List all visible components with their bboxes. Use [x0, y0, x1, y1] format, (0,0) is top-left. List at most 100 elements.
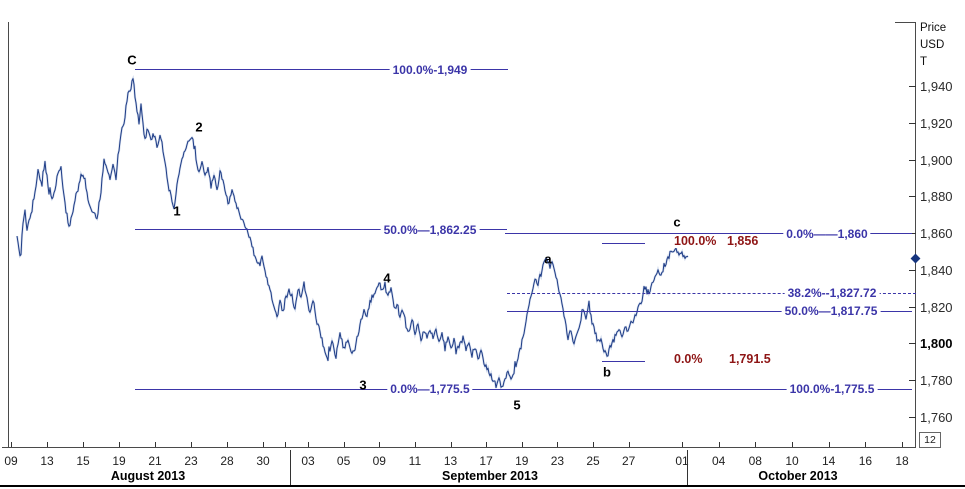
date-label: 04 [712, 454, 726, 468]
fib-label: 100.0%-1,949 [389, 62, 471, 77]
price-tick-label: 1,940 [920, 79, 953, 94]
last-price-marker [910, 253, 921, 264]
date-label: 08 [748, 454, 762, 468]
date-label: 11 [408, 454, 422, 468]
date-label: 19 [112, 454, 126, 468]
wave-label-c: c [673, 214, 681, 230]
date-label: 23 [550, 454, 565, 468]
date-label: 09 [372, 454, 386, 468]
price-axis-title-line3: T [920, 56, 928, 68]
price-tick [909, 270, 916, 271]
price-tick [909, 86, 916, 87]
wave-label-4: 4 [383, 270, 391, 286]
month-label: October 2013 [758, 469, 838, 483]
bottom-border [0, 485, 965, 487]
date-tick [718, 442, 720, 447]
month-label: August 2013 [110, 469, 186, 483]
price-tick-label: 1,840 [920, 263, 953, 278]
wave-label-1: 1 [173, 203, 181, 219]
date-tick [83, 442, 84, 447]
date-tick [521, 442, 523, 447]
date-tick [593, 442, 594, 447]
price-tick-label: 1,800 [920, 336, 953, 351]
date-label: 25 [586, 454, 600, 468]
date-tick [682, 442, 683, 447]
date-tick [227, 442, 228, 447]
price-tick-label: 1,780 [920, 373, 953, 388]
date-tick [902, 442, 903, 447]
red-fib-pct-label: 0.0% [672, 352, 705, 367]
fib-label: 50.0%—1,817.75 [781, 304, 881, 319]
bottom-axis-line [2, 447, 916, 448]
date-tick [379, 442, 381, 447]
left-axis-line [8, 22, 9, 448]
wave-label-2: 2 [195, 119, 203, 135]
price-tick [909, 343, 916, 344]
wave-label-5: 5 [513, 397, 521, 413]
wave-label-b: b [603, 364, 611, 380]
fib-line [135, 69, 508, 71]
date-tick [486, 442, 488, 447]
price-tick [909, 233, 916, 234]
fib-label: 38.2%--1,827.72 [784, 286, 880, 300]
chart-shift-box: 12 [919, 432, 941, 448]
date-tick [343, 442, 345, 447]
date-tick [755, 442, 757, 447]
date-tick [263, 442, 264, 447]
month-separator [687, 450, 688, 485]
date-label: 19 [515, 454, 529, 468]
date-label: 03 [301, 454, 315, 468]
red-fib-price-label: 1,791.5 [727, 352, 773, 367]
wave-label-3: 3 [359, 377, 367, 393]
date-tick [47, 442, 48, 447]
month-separator [290, 450, 291, 485]
date-label: 01 [675, 454, 689, 468]
red-level-marker-line [602, 361, 645, 363]
date-tick [450, 442, 452, 447]
red-fib-price-label: 1,856 [725, 233, 761, 248]
price-tick [909, 380, 916, 381]
date-label: 27 [622, 454, 636, 468]
date-label: 09 [4, 454, 18, 468]
date-label: 21 [148, 454, 162, 468]
date-tick [557, 442, 559, 447]
date-label: 10 [785, 454, 799, 468]
price-tick [909, 307, 916, 308]
date-tick [792, 442, 793, 447]
fib-line [507, 310, 912, 312]
date-tick [191, 442, 192, 447]
date-label: 28 [220, 454, 234, 468]
red-level-marker-line [602, 242, 645, 244]
date-label: 13 [40, 454, 54, 468]
fib-label: 0.0%——1,860 [783, 226, 871, 241]
date-tick [628, 442, 630, 447]
price-tick [909, 160, 916, 161]
price-series [16, 78, 689, 389]
right-axis-line [915, 22, 916, 448]
date-tick [414, 442, 416, 447]
date-tick [828, 442, 830, 447]
price-tick-label: 1,900 [920, 153, 953, 168]
fib-label: 0.0%—1,775.5 [387, 382, 473, 396]
date-tick [119, 442, 120, 447]
fib-label: 100.0%-1,775.5 [786, 382, 878, 396]
date-label: 16 [858, 454, 873, 468]
price-tick-label: 1,860 [920, 226, 953, 241]
price-tick [909, 123, 916, 124]
date-label: 15 [76, 454, 90, 468]
date-tick-minor [285, 442, 286, 447]
date-tick [308, 442, 309, 447]
date-label: 13 [443, 454, 458, 468]
date-label: 17 [479, 454, 493, 468]
price-tick-label: 1,820 [920, 300, 953, 315]
fib-line [135, 388, 912, 390]
date-label: 05 [336, 454, 351, 468]
date-tick [865, 442, 867, 447]
date-label: 14 [822, 454, 836, 468]
price-axis-title-line1: Price [920, 22, 947, 34]
top-right-stub [895, 22, 916, 23]
fib-label: 50.0%—1,862.25 [380, 222, 480, 237]
